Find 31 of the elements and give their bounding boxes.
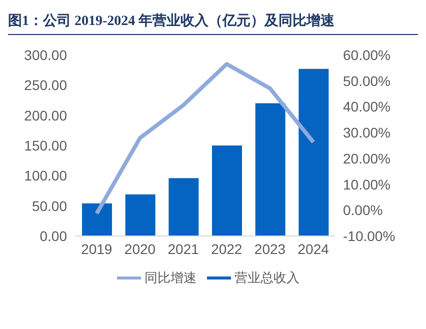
legend-label: 同比增速 (144, 270, 196, 286)
line-series (94, 62, 316, 216)
legend-label: 营业总收入 (234, 270, 300, 286)
bar (298, 68, 329, 236)
y-tick-label: 250.00 (24, 77, 68, 94)
x-tick-label: 2022 (211, 240, 242, 257)
x-tick-label: 2020 (124, 240, 156, 257)
bar (82, 203, 112, 236)
y-tick-label: 50.00 (32, 198, 68, 214)
y2-tick-label: 40.00% (343, 98, 390, 115)
x-tick-label: 2019 (81, 240, 112, 257)
y-tick-label: 200.00 (24, 107, 68, 124)
y2-tick-label: 0.00% (343, 202, 383, 218)
y2-tick-label: 20.00% (343, 150, 390, 166)
y-tick-label: 150.00 (24, 137, 68, 154)
x-tick-label: 2024 (298, 240, 330, 257)
bar (255, 103, 286, 236)
y-tick-label: 100.00 (24, 168, 68, 184)
y2-tick-label: 50.00% (343, 72, 390, 89)
y-tick-label: 300.00 (24, 46, 68, 63)
x-tick-label: 2023 (254, 240, 286, 257)
bar (212, 146, 242, 236)
y-tick-label: 0.00 (40, 228, 68, 244)
bar (125, 194, 156, 236)
y2-tick-label: 60.00% (343, 46, 390, 63)
y2-tick-label: 10.00% (343, 176, 390, 192)
y2-tick-label: -10.00% (343, 228, 396, 244)
y2-tick-label: 30.00% (343, 124, 390, 141)
x-tick-label: 2021 (168, 240, 200, 257)
chart-title: 图1：公司 2019-2024 年营业收入（亿元）及同比增速 (8, 8, 418, 35)
bar (168, 178, 199, 236)
